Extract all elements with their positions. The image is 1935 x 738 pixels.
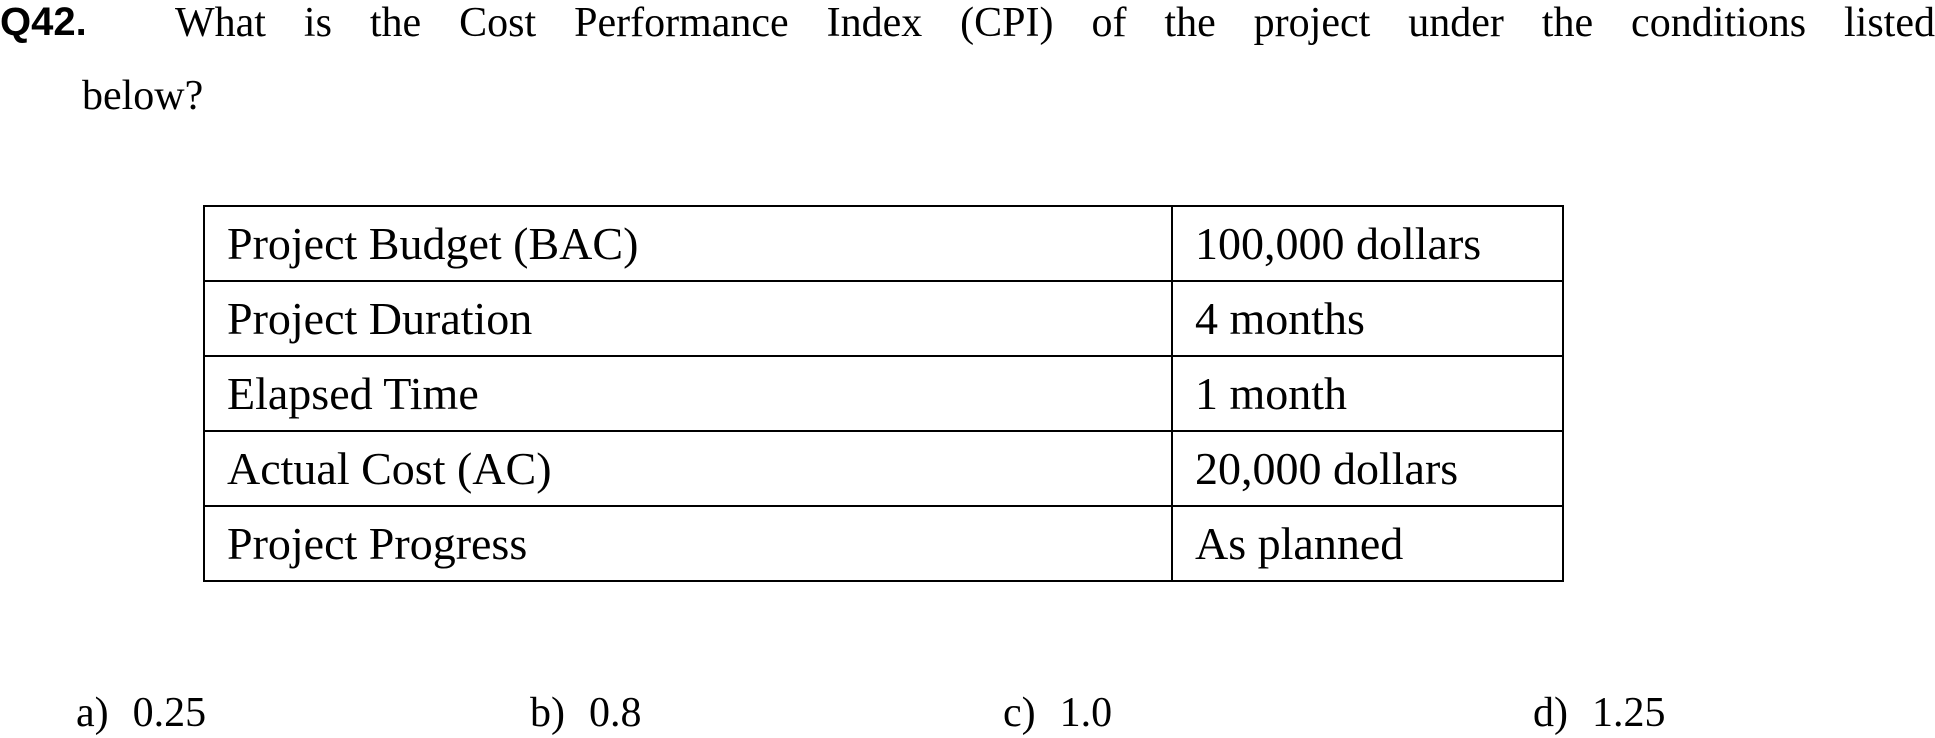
table-row: Elapsed Time 1 month xyxy=(203,355,1564,432)
choice-letter: a) xyxy=(76,690,109,736)
choice-value: 0.25 xyxy=(132,690,207,736)
conditions-table: Project Budget (BAC) 100,000 dollars Pro… xyxy=(203,205,1564,582)
choice-value: 1.25 xyxy=(1592,690,1666,736)
choice-letter: b) xyxy=(530,690,565,736)
answer-choice-a[interactable]: a) 0.25 xyxy=(76,690,206,736)
table-cell-value: 20,000 dollars xyxy=(1171,430,1564,507)
table-row: Project Progress As planned xyxy=(203,505,1564,582)
choice-letter: d) xyxy=(1533,690,1568,736)
choice-value: 1.0 xyxy=(1059,690,1113,736)
question-text-line-2: below? xyxy=(82,73,204,119)
table-cell-value: 100,000 dollars xyxy=(1171,205,1564,282)
answer-choice-c[interactable]: c) 1.0 xyxy=(1003,690,1112,736)
table-cell-label: Elapsed Time xyxy=(203,355,1173,432)
table-cell-label: Actual Cost (AC) xyxy=(203,430,1173,507)
table-row: Project Budget (BAC) 100,000 dollars xyxy=(203,205,1564,282)
question-number: Q42. xyxy=(0,0,87,44)
table-row: Project Duration 4 months xyxy=(203,280,1564,357)
choice-value: 0.8 xyxy=(589,690,642,736)
answer-choice-d[interactable]: d) 1.25 xyxy=(1533,690,1666,736)
table-cell-label: Project Progress xyxy=(203,505,1173,582)
choice-letter: c) xyxy=(1003,690,1036,736)
table-cell-label: Project Duration xyxy=(203,280,1173,357)
table-cell-value: As planned xyxy=(1171,505,1564,582)
question-text-line-1: What is the Cost Performance Index (CPI)… xyxy=(175,0,1935,46)
answer-choice-b[interactable]: b) 0.8 xyxy=(530,690,642,736)
table-cell-value: 4 months xyxy=(1171,280,1564,357)
table-cell-label: Project Budget (BAC) xyxy=(203,205,1173,282)
table-row: Actual Cost (AC) 20,000 dollars xyxy=(203,430,1564,507)
table-cell-value: 1 month xyxy=(1171,355,1564,432)
